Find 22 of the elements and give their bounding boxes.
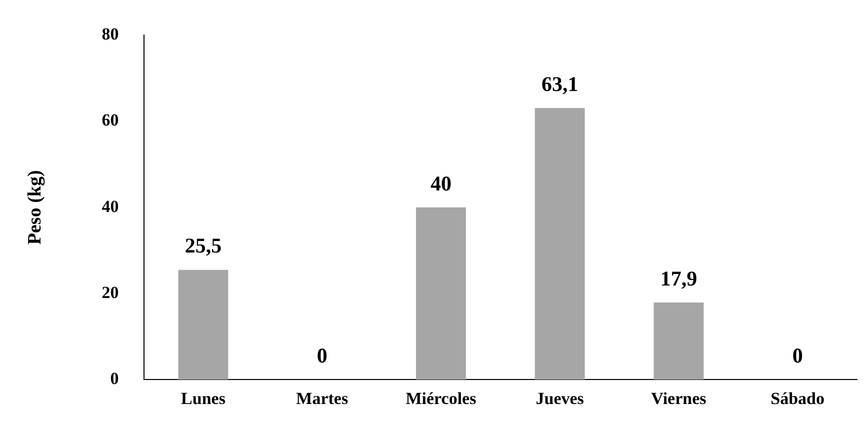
data-label: 40 bbox=[430, 171, 452, 196]
bar bbox=[178, 270, 228, 380]
y-tick-label: 0 bbox=[110, 368, 119, 388]
data-label: 63,1 bbox=[541, 72, 578, 96]
y-tick-label: 60 bbox=[102, 110, 119, 130]
bar bbox=[654, 302, 704, 380]
y-tick-label: 80 bbox=[102, 24, 119, 44]
y-tick-label: 20 bbox=[102, 282, 119, 302]
data-label: 0 bbox=[792, 344, 803, 368]
x-tick-label: Miércoles bbox=[406, 389, 477, 408]
data-label: 0 bbox=[316, 344, 328, 368]
x-tick-label: Sábado bbox=[770, 389, 825, 408]
y-tick-label: 40 bbox=[102, 196, 119, 216]
x-tick-label: Jueves bbox=[536, 389, 584, 408]
data-label: 17,9 bbox=[660, 266, 698, 290]
y-axis-title: Peso (kg) bbox=[24, 170, 46, 245]
x-tick-label: Lunes bbox=[181, 389, 226, 408]
x-tick-label: Viernes bbox=[651, 389, 707, 408]
bar bbox=[416, 207, 466, 380]
bar bbox=[534, 108, 585, 380]
x-tick-label: Martes bbox=[296, 389, 348, 408]
data-label: 25,5 bbox=[184, 234, 222, 258]
